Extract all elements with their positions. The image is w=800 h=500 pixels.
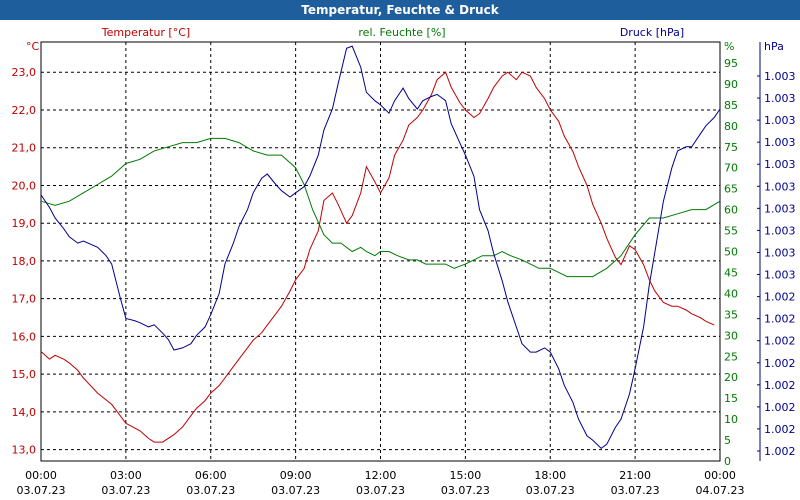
x-tick-date: 03.07.23 (271, 484, 320, 497)
pressure-tick-label: 1.002 (764, 423, 796, 436)
temperature-tick-label: 13,0 (12, 444, 37, 457)
humidity-tick-label: 5 (724, 434, 731, 447)
grid (41, 42, 720, 461)
humidity-tick-label: 30 (724, 329, 738, 342)
x-tick-time: 12:00 (365, 469, 397, 482)
pressure-axis-unit: hPa (764, 40, 784, 53)
humidity-axis-unit: % (724, 40, 734, 53)
humidity-tick-label: 55 (724, 225, 738, 238)
x-tick-time: 21:00 (619, 469, 651, 482)
pressure-tick-label: 1.003 (764, 224, 796, 237)
pressure-tick-label: 1.003 (764, 158, 796, 171)
x-tick-time: 09:00 (280, 469, 312, 482)
pressure-axis-label: Druck [hPa] (620, 26, 684, 39)
x-tick-date: 03.07.23 (17, 484, 66, 497)
humidity-tick-label: 90 (724, 78, 738, 91)
pressure-tick-label: 1.003 (764, 92, 796, 105)
pressure-tick-label: 1.003 (764, 246, 796, 259)
humidity-tick-label: 60 (724, 204, 738, 217)
humidity-tick-label: 95 (724, 57, 738, 70)
pressure-tick-label: 1.002 (764, 313, 796, 326)
humidity-tick-label: 45 (724, 266, 738, 279)
humidity-tick-label: 70 (724, 162, 738, 175)
x-tick-date: 03.07.23 (526, 484, 575, 497)
series-layer (40, 45, 721, 450)
pressure-tick-label: 1.003 (764, 269, 796, 282)
x-ticks: 00:00 03.07.23 03:00 03.07.23 06:00 03.07.23 0… (17, 469, 745, 497)
pressure-tick-label: 1.002 (764, 379, 796, 392)
temperature-tick-label: 20,0 (12, 179, 37, 192)
x-tick-time: 03:00 (110, 469, 142, 482)
humidity-tick-label: 20 (724, 371, 738, 384)
pressure-tick-label: 1.003 (764, 70, 796, 83)
temperature-tick-label: 14,0 (12, 406, 37, 419)
x-tick-date: 03.07.23 (186, 484, 235, 497)
x-tick-time: 00:00 (704, 469, 736, 482)
pressure-ticks: 1.002 1.002 1.002 1.002 1.002 1.002 1.002 1.002… (757, 70, 796, 458)
series-line-druck (40, 45, 721, 450)
temperature-tick-label: 19,0 (12, 217, 37, 230)
pressure-tick-label: 1.003 (764, 136, 796, 149)
x-tick-date: 03.07.23 (101, 484, 150, 497)
humidity-tick-label: 85 (724, 99, 738, 112)
humidity-tick-label: 40 (724, 287, 738, 300)
x-tick-date: 03.07.23 (356, 484, 405, 497)
humidity-tick-label: 75 (724, 141, 738, 154)
temperature-tick-label: 18,0 (12, 255, 37, 268)
temperature-tick-label: 17,0 (12, 293, 37, 306)
temperature-tick-label: 15,0 (12, 368, 37, 381)
temperature-tick-label: 23,0 (12, 66, 37, 79)
humidity-tick-label: 0 (724, 455, 731, 468)
x-tick-time: 15:00 (450, 469, 482, 482)
left-axis-label: Temperatur [°C] (101, 26, 190, 39)
pressure-tick-label: 1.003 (764, 180, 796, 193)
chart-title: Temperatur, Feuchte & Druck (0, 0, 800, 20)
temperature-tick-label: 16,0 (12, 330, 37, 343)
temperature-tick-label: 22,0 (12, 104, 37, 117)
humidity-ticks: 0 5 10 15 20 25 30 35 40 45 50 55 60 65 70 75 80 85 90 95 (724, 57, 738, 468)
humidity-axis-label: rel. Feuchte [%] (358, 26, 445, 39)
x-tick-time: 00:00 (25, 469, 57, 482)
humidity-tick-label: 25 (724, 350, 738, 363)
pressure-tick-label: 1.003 (764, 202, 796, 215)
pressure-tick-label: 1.003 (764, 114, 796, 127)
x-tick-date: 03.07.23 (441, 484, 490, 497)
left-ticks: 13,0 14,0 15,0 16,0 17,0 18,0 19,0 20,0 21,0 22,0… (12, 66, 37, 456)
pressure-tick-label: 1.002 (764, 401, 796, 414)
series-line-rel-feuchte (40, 137, 721, 278)
humidity-tick-label: 10 (724, 413, 738, 426)
left-axis-unit: °C (26, 40, 40, 53)
temperature-tick-label: 21,0 (12, 142, 37, 155)
pressure-tick-label: 1.002 (764, 291, 796, 304)
x-tick-date: 03.07.23 (611, 484, 660, 497)
pressure-tick-label: 1.002 (764, 357, 796, 370)
x-tick-time: 06:00 (195, 469, 227, 482)
humidity-tick-label: 50 (724, 246, 738, 259)
humidity-tick-label: 80 (724, 120, 738, 133)
x-tick-date: 04.07.23 (696, 484, 745, 497)
x-tick-time: 18:00 (534, 469, 566, 482)
pressure-tick-label: 1.002 (764, 445, 796, 458)
humidity-tick-label: 65 (724, 183, 738, 196)
pressure-tick-label: 1.002 (764, 335, 796, 348)
series-line-temperatur (40, 71, 715, 443)
humidity-tick-label: 15 (724, 392, 738, 405)
humidity-tick-label: 35 (724, 308, 738, 321)
